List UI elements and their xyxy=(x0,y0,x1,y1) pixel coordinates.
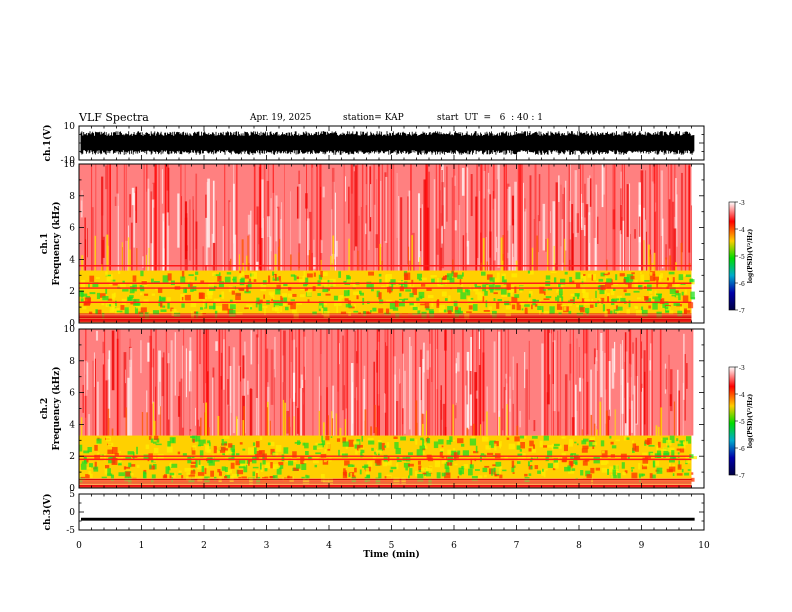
ch1-spectrogram-tick-6: 6 xyxy=(69,224,75,234)
ch1-waveform-tick--10: -10 xyxy=(61,156,76,166)
x-axis-label: Time (min) xyxy=(363,549,420,560)
ch2-spectrogram-tick-6: 6 xyxy=(69,389,75,399)
colorbar-tick--5: -5 xyxy=(739,419,745,426)
ch2-spectrogram-tick-2: 2 xyxy=(69,452,75,462)
ch1-spectrogram-tick-0: 0 xyxy=(69,319,75,329)
ch3-waveform-tick-0: 0 xyxy=(69,508,75,518)
x-tick-5: 5 xyxy=(389,541,395,551)
x-tick-2: 2 xyxy=(201,541,207,551)
colorbar-tick--3: -3 xyxy=(739,365,745,372)
ch1-waveform-trace xyxy=(80,131,695,155)
colorbar-tick--5: -5 xyxy=(739,254,745,261)
date-label: Apr. 19, 2025 xyxy=(250,113,312,123)
ch1-waveform-ylabel: ch.1(V) xyxy=(42,125,53,162)
ch3-waveform-tick-5: 5 xyxy=(69,490,75,500)
x-tick-1: 1 xyxy=(139,541,145,551)
ch2-spectrogram-ylabel: Frequency (kHz) xyxy=(51,366,62,450)
ch1-spectrogram-tick-10: 10 xyxy=(64,160,76,170)
ch1-spectrogram-ylabel: Frequency (kHz) xyxy=(51,201,62,285)
ch1-spectrogram-tick-2: 2 xyxy=(69,287,75,297)
start-time-label: start UT = 6 : 40 : 1 xyxy=(437,113,543,123)
colorbar-ch2: -3 -4 -5 -6 -7 log(PSD)(V²/Hz) xyxy=(728,365,754,480)
colorbar-label: log(PSD)(V²/Hz) xyxy=(747,229,754,284)
ch2-spectrogram-tick-8: 8 xyxy=(69,357,75,367)
colorbar-tick--3: -3 xyxy=(739,200,745,207)
ch1-waveform-tick-10: 10 xyxy=(64,122,76,132)
ch2-spectrogram-tick-0: 0 xyxy=(69,484,75,494)
axes xyxy=(78,125,705,531)
colorbar-tick--7: -7 xyxy=(739,473,745,480)
x-tick-9: 9 xyxy=(639,541,645,551)
ch1-spectrogram-tick-8: 8 xyxy=(69,192,75,202)
colorbar-tick--4: -4 xyxy=(739,227,745,234)
colorbar-tick--4: -4 xyxy=(739,392,745,399)
ch2-spectrogram-tick-4: 4 xyxy=(69,420,75,430)
ch3-waveform-trace xyxy=(81,517,695,521)
x-tick-8: 8 xyxy=(576,541,582,551)
colorbar-tick--7: -7 xyxy=(739,308,745,315)
x-tick-6: 6 xyxy=(451,541,457,551)
colorbar-ch1: -3 -4 -5 -6 -7 log(PSD)(V²/Hz) xyxy=(728,200,754,315)
colorbar-gradient xyxy=(728,201,736,311)
x-tick-7: 7 xyxy=(514,541,520,551)
ch3-waveform-tick--5: -5 xyxy=(66,526,75,536)
x-tick-4: 4 xyxy=(326,541,332,551)
ch2-spectrogram-channel-label: ch.2 xyxy=(40,398,50,419)
colorbar-label: log(PSD)(V²/Hz) xyxy=(747,394,754,449)
ch3-waveform-frame xyxy=(78,493,705,531)
ch2-spectrogram xyxy=(79,329,698,488)
colorbar-tick--6: -6 xyxy=(739,446,745,453)
ch1-waveform xyxy=(80,131,695,155)
ch1-spectrogram xyxy=(79,164,696,323)
colorbar-tick--6: -6 xyxy=(739,281,745,288)
figure-title: VLF Spectra xyxy=(79,111,149,124)
colorbar-gradient xyxy=(728,366,736,476)
ch1-spectrogram-channel-label: ch.1 xyxy=(40,233,50,254)
ch3-waveform xyxy=(81,517,695,521)
ch1-spectrogram-tick-4: 4 xyxy=(69,255,75,265)
ch2-spectrogram-tick-10: 10 xyxy=(64,325,76,335)
x-tick-0: 0 xyxy=(76,541,82,551)
x-tick-10: 10 xyxy=(698,541,710,551)
ch3-waveform-ylabel: ch.3(V) xyxy=(42,494,53,531)
x-tick-3: 3 xyxy=(264,541,270,551)
station-label: station= KAP xyxy=(343,113,404,123)
